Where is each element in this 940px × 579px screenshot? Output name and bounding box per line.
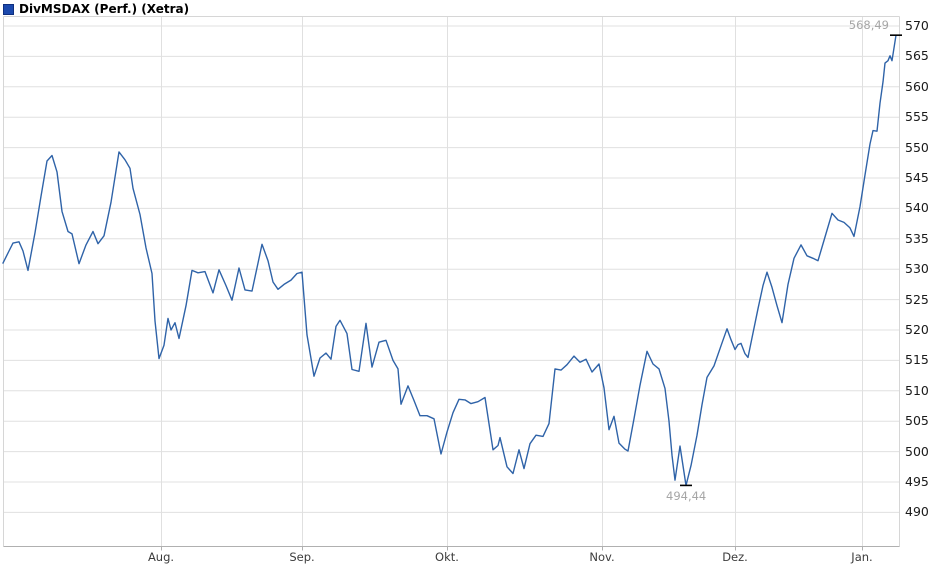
low-value-label: 494,44 (666, 489, 707, 504)
y-axis-label: 560 (905, 78, 929, 94)
y-axis-label: 545 (905, 170, 929, 185)
y-axis-label: 510 (905, 382, 929, 398)
x-axis-label-jan: Jan. (851, 550, 873, 564)
y-axis-label: 565 (905, 48, 929, 64)
chart-header: DivMSDAX (Perf.) (Xetra) (3, 2, 189, 16)
y-axis-label: 550 (905, 139, 929, 155)
y-axis-label: 495 (905, 474, 929, 489)
y-axis-label: 515 (905, 352, 929, 368)
y-axis-label: 520 (905, 322, 929, 337)
y-axis-label: 490 (905, 504, 929, 520)
y-axis-label: 500 (905, 443, 929, 459)
y-axis-label: 525 (905, 291, 929, 307)
x-axis-label-aug: Aug. (147, 550, 175, 564)
x-axis-label-okt: Okt. (435, 550, 459, 564)
series-marker-icon (3, 3, 14, 15)
y-axis-label: 540 (905, 200, 929, 216)
chart-title: DivMSDAX (Perf.) (Xetra) (19, 2, 190, 16)
x-axis-label-sep: Sep. (289, 550, 315, 564)
x-axis-label-dez: Dez. (722, 550, 748, 564)
y-axis-label: 570 (905, 18, 929, 33)
price-line (2, 34, 897, 487)
y-axis-label: 505 (905, 413, 929, 429)
x-axis-label-nov: Nov. (589, 550, 615, 564)
y-axis-label: 530 (905, 261, 929, 277)
last-value-label: 568,49 (848, 18, 889, 33)
y-axis-label: 555 (905, 109, 929, 125)
y-axis-label: 535 (905, 230, 929, 246)
